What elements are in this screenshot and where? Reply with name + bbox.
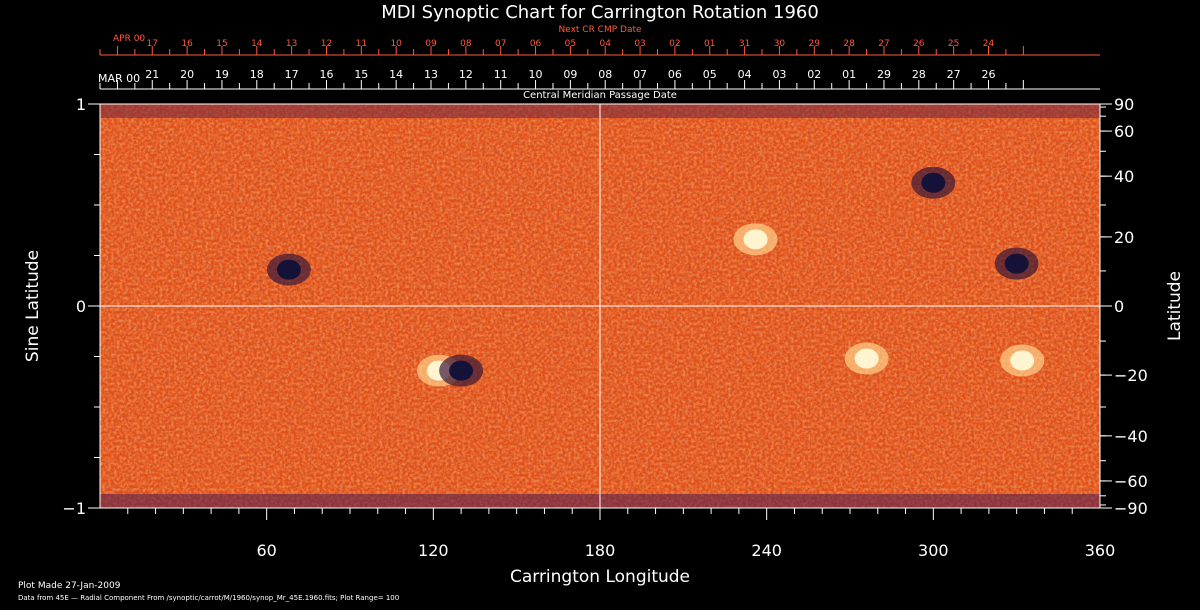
active-region-core xyxy=(921,172,946,193)
date-label: 08 xyxy=(598,68,612,81)
x-tick-label: 360 xyxy=(1085,541,1116,560)
y-tick-label-left: 1 xyxy=(76,95,86,114)
date-label: 07 xyxy=(633,68,647,81)
date-label: 07 xyxy=(495,39,506,49)
next-cmp-month: APR 00 xyxy=(113,34,145,44)
date-label: 26 xyxy=(982,68,996,81)
date-label: 15 xyxy=(354,68,368,81)
date-label: 10 xyxy=(529,68,543,81)
date-label: 17 xyxy=(285,68,299,81)
date-label: 30 xyxy=(774,39,786,49)
date-label: 29 xyxy=(877,68,891,81)
date-label: 04 xyxy=(599,39,611,49)
date-label: 06 xyxy=(668,68,682,81)
x-tick-label: 300 xyxy=(918,541,949,560)
date-label: 02 xyxy=(669,39,680,49)
y-tick-label-right: −60 xyxy=(1114,472,1148,491)
y-axis-label-left: Sine Latitude xyxy=(23,250,43,362)
date-label: 15 xyxy=(216,39,227,49)
y-tick-label-right: 40 xyxy=(1114,167,1134,186)
y-tick-label-left: 0 xyxy=(76,297,86,316)
x-axis-label: Carrington Longitude xyxy=(510,567,690,587)
date-label: 24 xyxy=(983,39,995,49)
chart-title: MDI Synoptic Chart for Carrington Rotati… xyxy=(381,2,819,23)
date-label: 08 xyxy=(460,39,472,49)
date-label: 29 xyxy=(809,39,821,49)
y-tick-label-right: −20 xyxy=(1114,366,1148,385)
date-label: 01 xyxy=(704,39,715,49)
x-tick-label: 60 xyxy=(256,541,276,560)
data-source-note: Data from 45E — Radial Component From /s… xyxy=(18,594,399,602)
cmp-month: MAR 00 xyxy=(98,72,140,85)
date-label: 10 xyxy=(390,39,402,49)
date-label: 27 xyxy=(947,68,961,81)
date-label: 06 xyxy=(530,39,542,49)
date-label: 03 xyxy=(634,39,645,49)
date-label: 13 xyxy=(424,68,438,81)
x-tick-label: 180 xyxy=(585,541,616,560)
date-label: 18 xyxy=(250,68,264,81)
date-label: 16 xyxy=(181,39,193,49)
active-region-core xyxy=(854,348,879,369)
date-label: 12 xyxy=(459,68,473,81)
y-tick-label-right: 20 xyxy=(1114,228,1134,247)
date-label: 05 xyxy=(565,39,576,49)
date-label: 09 xyxy=(425,39,437,49)
date-label: 04 xyxy=(738,68,752,81)
date-label: 26 xyxy=(913,39,925,49)
date-label: 28 xyxy=(843,39,855,49)
active-region-core xyxy=(276,259,301,280)
y-tick-label-left: −1 xyxy=(62,499,86,518)
y-tick-label-right: 90 xyxy=(1114,95,1134,114)
y-tick-label-right: −40 xyxy=(1114,427,1148,446)
date-label: 27 xyxy=(878,39,889,49)
date-label: 16 xyxy=(319,68,333,81)
active-region-core xyxy=(449,360,474,381)
date-label: 19 xyxy=(215,68,229,81)
date-label: 28 xyxy=(912,68,926,81)
date-label: 14 xyxy=(389,68,403,81)
y-tick-label-right: 60 xyxy=(1114,122,1134,141)
date-label: 11 xyxy=(356,39,367,49)
date-label: 09 xyxy=(563,68,577,81)
date-label: 11 xyxy=(494,68,508,81)
date-label: 03 xyxy=(772,68,786,81)
date-label: 13 xyxy=(286,39,297,49)
date-label: 20 xyxy=(180,68,194,81)
date-label: 02 xyxy=(807,68,821,81)
plot-made-note: Plot Made 27-Jan-2009 xyxy=(18,581,121,591)
date-label: 01 xyxy=(842,68,856,81)
date-label: 14 xyxy=(251,39,263,49)
date-label: 05 xyxy=(703,68,717,81)
date-label: 31 xyxy=(739,39,750,49)
x-tick-label: 120 xyxy=(418,541,449,560)
next-cmp-axis-label: Next CR CMP Date xyxy=(558,25,642,35)
date-label: 17 xyxy=(147,39,158,49)
active-region-core xyxy=(743,229,768,250)
x-tick-label: 240 xyxy=(751,541,782,560)
active-region-core xyxy=(1004,253,1029,274)
y-tick-label-right: 0 xyxy=(1114,297,1124,316)
y-tick-label-right: −90 xyxy=(1114,499,1148,518)
date-label: 12 xyxy=(321,39,332,49)
active-region-core xyxy=(1010,350,1035,371)
date-label: 25 xyxy=(948,39,959,49)
date-label: 21 xyxy=(145,68,159,81)
y-axis-label-right: Latitude xyxy=(1165,271,1185,341)
cmp-axis-label: Central Meridian Passage Date xyxy=(523,90,677,101)
